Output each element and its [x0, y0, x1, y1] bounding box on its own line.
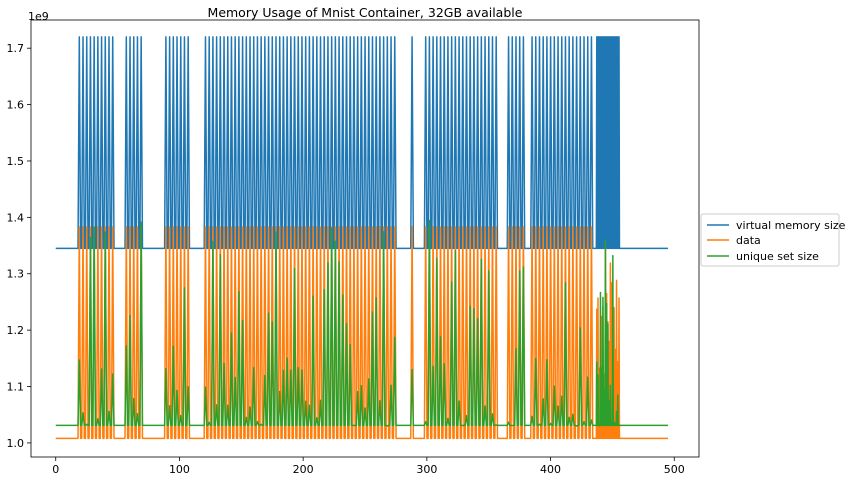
legend: virtual memory size data unique set size: [700, 213, 846, 267]
plot-area-frame: [30, 19, 700, 458]
x-tick-label: 0: [52, 463, 59, 476]
y-tick-label: 1.2: [7, 324, 25, 337]
y-tick-label: 1.5: [7, 155, 25, 168]
y-tick-label: 1.3: [7, 268, 25, 281]
x-axis: 0 100 200 300 400 500: [52, 457, 685, 476]
x-tick-label: 300: [416, 463, 437, 476]
y-tick-label: 1.4: [7, 211, 25, 224]
y-tick-label: 1.1: [7, 381, 25, 394]
y-tick-label: 1.6: [7, 99, 25, 112]
series-line-data: [55, 226, 669, 440]
series-line-unique-set-size: [55, 219, 669, 427]
x-tick-label: 200: [293, 463, 314, 476]
legend-label-unique-set-size: unique set size: [736, 250, 819, 263]
y-tick-label: 1.0: [7, 437, 25, 450]
x-tick-label: 100: [169, 463, 190, 476]
series-layer: [55, 36, 669, 440]
y-axis: 1.0 1.1 1.2 1.3 1.4 1.5 1.6 1.7: [7, 42, 31, 450]
legend-box: [700, 213, 840, 267]
x-tick-label: 400: [540, 463, 561, 476]
y-tick-label: 1.7: [7, 42, 25, 55]
legend-label-virtual-memory-size: virtual memory size: [736, 219, 846, 232]
legend-label-data: data: [736, 234, 761, 247]
chart-title: Memory Usage of Mnist Container, 32GB av…: [208, 5, 523, 20]
series-line-virtual-memory-size: [55, 36, 669, 250]
x-tick-label: 500: [664, 463, 685, 476]
